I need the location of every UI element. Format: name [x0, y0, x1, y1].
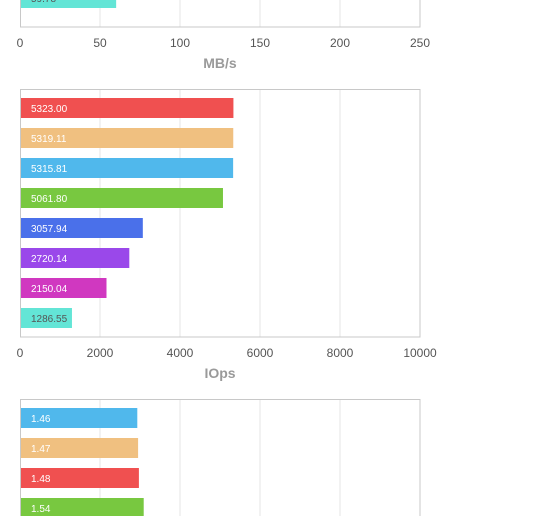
bar-value-label: 59.78	[31, 0, 56, 5]
bar	[20, 188, 223, 208]
bar	[20, 158, 234, 178]
bar-value-label: 5319.11	[31, 134, 67, 145]
bar-value-label: 3057.94	[31, 224, 68, 235]
x-tick-label: 0	[17, 346, 24, 360]
bar-value-label: 1.54	[31, 504, 51, 515]
chart-1: 59.78 0 50 100 150 200 250 MB/s	[17, 0, 430, 71]
bar	[20, 468, 139, 488]
x-axis-title: IOps	[204, 365, 235, 381]
bar	[20, 128, 234, 148]
x-tick-label: 10000	[403, 346, 437, 360]
plot-frame	[20, 399, 421, 516]
x-tick-label: 100	[170, 36, 190, 50]
plot-frame	[20, 0, 421, 28]
bar	[20, 218, 143, 238]
plot-frame	[20, 89, 421, 338]
x-tick-label: 4000	[167, 346, 194, 360]
bar	[20, 278, 107, 298]
bar	[20, 438, 139, 458]
bar-value-label: 1286.55	[31, 314, 68, 325]
bar-value-label: 5315.81	[31, 164, 68, 175]
chart-2: 5323.00 5319.11 5315.81 5061.80 3057.94 2720.…	[17, 89, 437, 381]
x-tick-label: 0	[17, 36, 24, 50]
x-tick-label: 6000	[247, 346, 274, 360]
bar-value-label: 5061.80	[31, 194, 68, 205]
bar-value-label: 1.48	[31, 474, 51, 485]
x-tick-label: 2000	[87, 346, 114, 360]
bar-value-label: 5323.00	[31, 104, 68, 115]
bar-value-label: 2150.04	[31, 284, 68, 295]
bar	[20, 98, 234, 118]
bar-value-label: 1.46	[31, 414, 51, 425]
x-tick-label: 200	[330, 36, 350, 50]
x-tick-label: 150	[250, 36, 270, 50]
bar	[20, 248, 130, 268]
bar	[20, 0, 117, 8]
bar-value-label: 1.47	[31, 444, 51, 455]
x-axis-title: MB/s	[203, 55, 237, 71]
chart-3: 1.46 1.47 1.48 1.54	[20, 399, 421, 516]
x-tick-label: 8000	[327, 346, 354, 360]
x-tick-label: 250	[410, 36, 430, 50]
x-tick-label: 50	[93, 36, 107, 50]
bar	[20, 408, 138, 428]
bar-value-label: 2720.14	[31, 254, 68, 265]
bar	[20, 308, 72, 328]
bar	[20, 498, 144, 516]
